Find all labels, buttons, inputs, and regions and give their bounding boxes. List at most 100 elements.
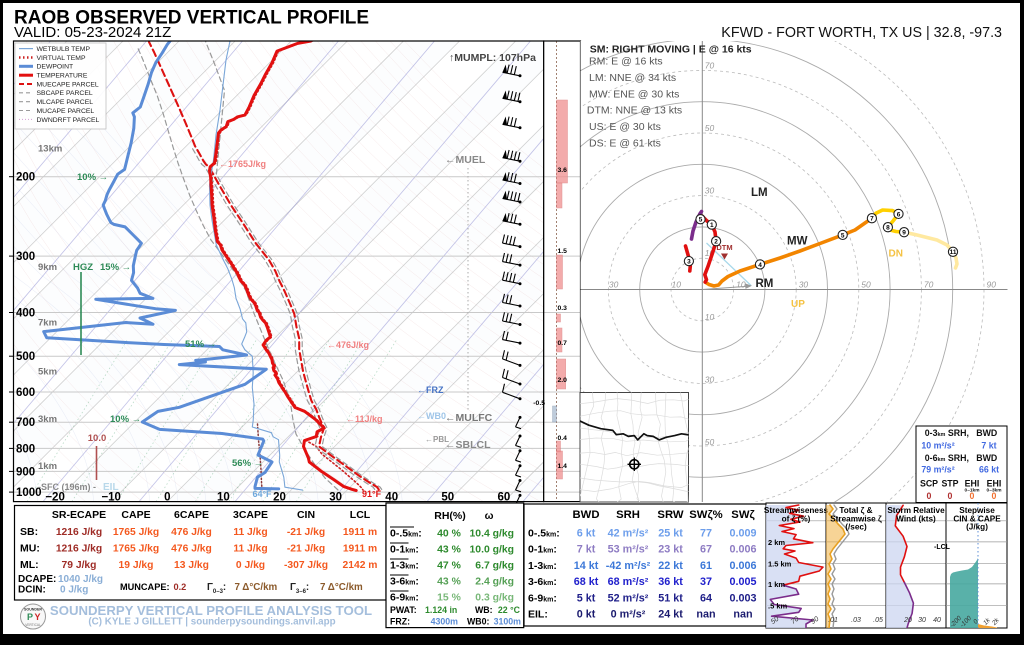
svg-text:STP: STP: [941, 479, 958, 489]
svg-text:0 m²/s²: 0 m²/s²: [611, 609, 646, 621]
svg-text:ML:: ML:: [20, 559, 39, 571]
svg-text:30: 30: [329, 492, 342, 504]
svg-text:20: 20: [903, 617, 912, 624]
svg-text:42 m²/s²: 42 m²/s²: [608, 528, 649, 540]
svg-text:800: 800: [16, 443, 35, 455]
svg-text:SM: RIGHT MOVING | E @ 16 kts: SM: RIGHT MOVING | E @ 16 kts: [590, 44, 752, 56]
svg-text:5km: 5km: [38, 367, 57, 378]
svg-text:0.006: 0.006: [729, 560, 756, 572]
svg-text:SR-ECAPE: SR-ECAPE: [52, 509, 106, 521]
svg-text:476 J/kg: 476 J/kg: [171, 527, 212, 538]
svg-text:1.124 in: 1.124 in: [425, 605, 457, 615]
svg-text:0: 0: [972, 618, 980, 626]
svg-text:0.4: 0.4: [558, 435, 568, 442]
svg-text:1 km: 1 km: [768, 580, 785, 589]
svg-text:0–1km: 0–1km: [965, 488, 980, 494]
svg-text:2.4 g/kg: 2.4 g/kg: [475, 577, 514, 588]
svg-text:476 J/kg: 476 J/kg: [171, 544, 212, 555]
svg-text:6CAPE: 6CAPE: [174, 509, 209, 521]
svg-text:CAPE: CAPE: [121, 509, 150, 521]
svg-text:2.0: 2.0: [558, 377, 568, 384]
svg-text:9: 9: [902, 230, 906, 237]
svg-text:.03: .03: [851, 617, 861, 624]
svg-text:SRH: SRH: [616, 509, 640, 521]
svg-text:15% →: 15% →: [100, 262, 131, 273]
svg-text:2: 2: [714, 239, 718, 246]
svg-text:CIN & CAPE: CIN & CAPE: [953, 515, 1001, 524]
svg-text:VALID: 05-23-2024 21Z: VALID: 05-23-2024 21Z: [14, 24, 171, 41]
svg-text:22 °C: 22 °C: [498, 605, 521, 615]
svg-text:1.5 km: 1.5 km: [768, 560, 792, 569]
svg-text:0.3 g/kg: 0.3 g/kg: [475, 593, 514, 604]
svg-text:68 m²/s²: 68 m²/s²: [608, 576, 649, 588]
svg-text:FRZ:: FRZ:: [390, 617, 410, 627]
svg-text:90: 90: [987, 280, 997, 290]
svg-text:0-3km SRH, BWD: 0-3km SRH, BWD: [925, 428, 997, 438]
svg-text:66 kt: 66 kt: [979, 465, 999, 475]
svg-text:1: 1: [710, 222, 714, 229]
svg-text:SOUNDERPY VERTICAL PROFILE ANA: SOUNDERPY VERTICAL PROFILE ANALYSIS TOOL: [50, 603, 372, 618]
svg-text:1-3km:: 1-3km:: [528, 560, 557, 572]
svg-text:-21 J/kg: -21 J/kg: [287, 527, 325, 538]
svg-text:1216 J/kg: 1216 J/kg: [56, 544, 102, 555]
svg-text:DEWPOINT: DEWPOINT: [37, 64, 74, 71]
svg-text:10: 10: [217, 492, 230, 504]
svg-text:-307 J/kg: -307 J/kg: [284, 560, 328, 571]
svg-text:P: P: [27, 612, 33, 622]
svg-text:6.7 g/kg: 6.7 g/kg: [475, 561, 514, 572]
svg-text:SBCAPE PARCEL: SBCAPE PARCEL: [37, 90, 93, 97]
svg-text:←476J/kg: ←476J/kg: [327, 340, 369, 350]
svg-text:10.0 g/kg: 10.0 g/kg: [470, 545, 514, 556]
svg-text:19 J/kg: 19 J/kg: [119, 560, 154, 571]
svg-text:3CAPE: 3CAPE: [233, 509, 268, 521]
svg-text:SB:: SB:: [20, 526, 38, 538]
svg-text:ω: ω: [485, 510, 494, 522]
svg-text:.5 km: .5 km: [768, 602, 788, 611]
svg-text:8: 8: [886, 225, 890, 232]
svg-text:MLCAPE PARCEL: MLCAPE PARCEL: [37, 99, 94, 106]
svg-text:70: 70: [790, 616, 800, 626]
svg-text:TEMPERATURE: TEMPERATURE: [37, 73, 88, 80]
svg-text:3100m: 3100m: [494, 617, 522, 627]
svg-text:79 J/kg: 79 J/kg: [62, 560, 97, 571]
svg-text:Wind (kts): Wind (kts): [896, 515, 936, 524]
svg-text:-21 J/kg: -21 J/kg: [287, 544, 325, 555]
svg-text:WB:: WB:: [475, 605, 493, 615]
svg-text:5: 5: [841, 232, 845, 239]
svg-text:0 kt: 0 kt: [577, 609, 596, 621]
svg-text:-SFC (196m) -: -SFC (196m) -: [38, 482, 96, 492]
svg-text:0-1km:: 0-1km:: [528, 544, 557, 556]
svg-text:68 kt: 68 kt: [574, 576, 599, 588]
svg-text:DCAPE:: DCAPE:: [18, 574, 56, 585]
svg-text:5: 5: [699, 217, 703, 224]
svg-text:SWζ%: SWζ%: [689, 509, 722, 521]
svg-text:10: 10: [705, 248, 715, 258]
svg-text:DWNDRFT PARCEL: DWNDRFT PARCEL: [37, 117, 100, 124]
svg-text:64°F: 64°F: [252, 489, 272, 499]
svg-text:10.4 g/kg: 10.4 g/kg: [470, 529, 514, 540]
svg-text:Streamwise ζ: Streamwise ζ: [830, 515, 882, 524]
svg-text:50: 50: [705, 437, 715, 447]
svg-text:0: 0: [927, 491, 932, 501]
svg-text:2k: 2k: [990, 617, 1001, 628]
svg-text:7 Δ°C/km: 7 Δ°C/km: [320, 582, 363, 593]
svg-text:MU:: MU:: [20, 543, 40, 555]
svg-text:nan: nan: [696, 609, 715, 621]
svg-text:20: 20: [273, 492, 286, 504]
svg-text:10.0: 10.0: [88, 433, 107, 444]
svg-text:0-6km SRH, BWD: 0-6km SRH, BWD: [925, 453, 997, 463]
svg-text:Stepwise: Stepwise: [959, 506, 995, 515]
svg-text:1911 m: 1911 m: [343, 527, 377, 538]
svg-text:←FRZ: ←FRZ: [417, 385, 444, 395]
svg-text:40: 40: [933, 617, 941, 624]
svg-text:10 m²/s²: 10 m²/s²: [921, 441, 954, 451]
svg-text:0: 0: [948, 491, 953, 501]
svg-text:Storm Relative: Storm Relative: [887, 506, 945, 515]
svg-text:43 %: 43 %: [437, 545, 461, 556]
svg-text:7: 7: [870, 216, 874, 223]
svg-text:3km: 3km: [38, 414, 57, 425]
svg-text:DTM: DTM: [716, 243, 732, 252]
svg-text:61: 61: [700, 560, 712, 572]
svg-text:11: 11: [950, 249, 957, 256]
svg-text:1-3km:: 1-3km:: [390, 560, 419, 572]
